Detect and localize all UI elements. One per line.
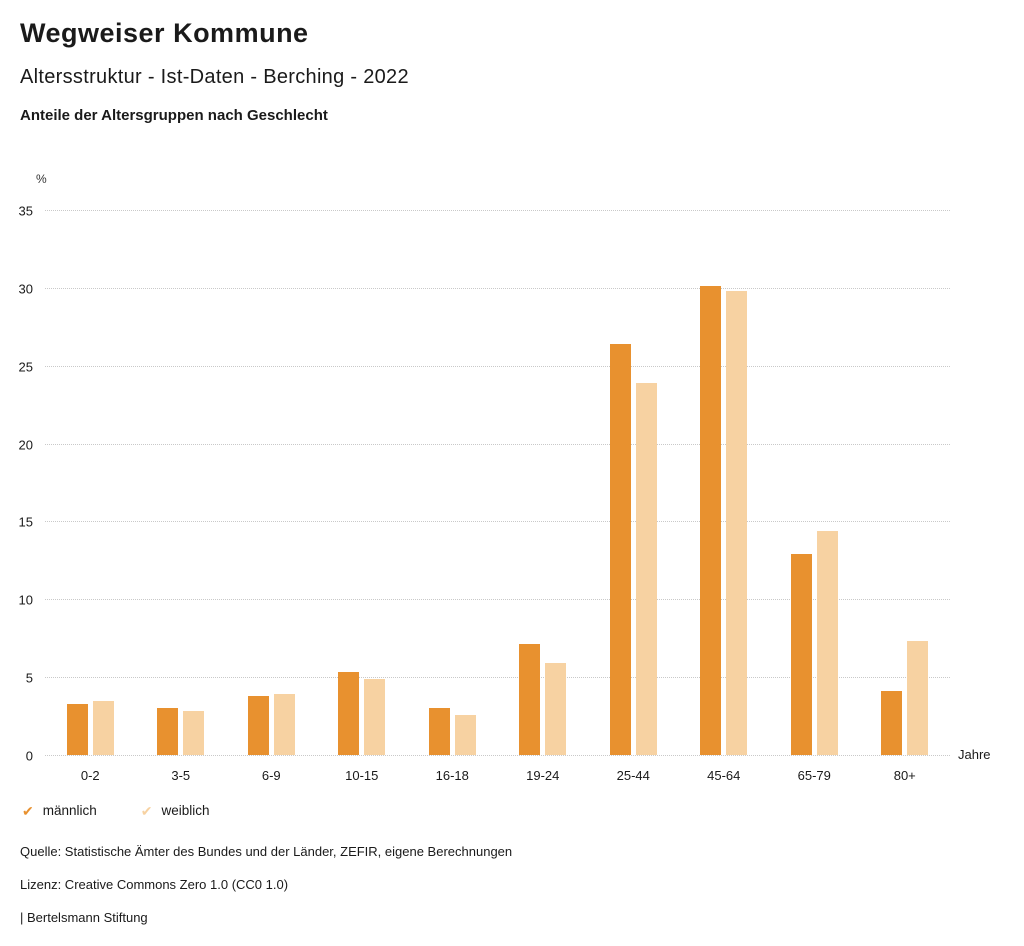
legend-item-weiblich[interactable]: ✔ weiblich [141,803,210,818]
gridline: 5 [26,671,950,686]
footer: Quelle: Statistische Ämter des Bundes un… [20,844,512,925]
bar-group: 19-24 [498,210,589,783]
bar-männlich[interactable] [338,672,360,755]
bar-männlich[interactable] [66,703,88,755]
bar-group: 3-5 [136,210,227,783]
gridline: 35 [19,204,950,219]
x-tick-label: 80+ [893,768,916,783]
bar-weiblich[interactable] [816,530,838,755]
gridline: 30 [19,281,950,296]
chart-subtitle: Altersstruktur - Ist-Daten - Berching - … [20,66,409,88]
y-tick-label: 25 [18,359,33,375]
plot-area: 0 5 10 15 20 25 30 35 0-2 3-5 6-9 10-15 16-18 19-24 25… [19,204,951,783]
bar-weiblich[interactable] [454,714,476,755]
bar-group: 6-9 [226,210,317,783]
y-tick-label: 20 [18,437,33,453]
chart-subsubtitle: Anteile der Altersgruppen nach Geschlech… [20,107,328,124]
x-tick-label: 25-44 [616,768,650,783]
bar-weiblich[interactable] [907,641,929,755]
bar-group: 45-64 [679,210,770,783]
bar-männlich[interactable] [428,708,450,755]
brand-text: | Bertelsmann Stiftung [20,910,148,925]
bar-group: 10-15 [317,210,408,783]
bar-männlich[interactable] [247,695,269,755]
x-tick-label: 16-18 [435,768,469,783]
bar-männlich[interactable] [700,286,722,755]
bar-männlich[interactable] [790,554,812,755]
legend-label: weiblich [161,803,210,818]
x-axis-unit-label: Jahre [958,747,991,762]
y-tick-label: 15 [18,514,33,530]
bar-weiblich[interactable] [545,663,567,755]
bar-group: 65-79 [769,210,860,783]
bar-weiblich[interactable] [364,678,386,755]
x-tick-label: 3-5 [171,768,191,783]
check-icon: ✔ [140,802,153,819]
legend-item-männlich[interactable]: ✔ männlich [22,803,97,818]
gridline: 15 [19,515,950,530]
legend-label: männlich [42,803,97,818]
bar-männlich[interactable] [157,708,179,755]
y-tick-label: 30 [18,281,33,297]
x-tick-label: 19-24 [526,768,560,783]
header: Wegweiser Kommune Altersstruktur - Ist-D… [20,18,409,124]
gridline: 20 [19,437,950,452]
check-icon: ✔ [22,802,34,819]
license-text: Lizenz: Creative Commons Zero 1.0 (CC0 1… [20,877,289,892]
bar-männlich[interactable] [881,691,903,755]
page-title: Wegweiser Kommune [20,18,309,48]
x-tick-label: 45-64 [707,768,741,783]
x-tick-label: 6-9 [261,768,281,783]
bar-group: 25-44 [588,210,679,783]
bar-group: 16-18 [407,210,498,783]
y-tick-label: 10 [18,592,33,608]
bar-weiblich[interactable] [92,700,114,755]
bar-group: 80+ [860,210,951,783]
y-axis-unit-label: % [36,172,47,186]
bar-männlich[interactable] [519,644,541,755]
bar-weiblich[interactable] [273,694,295,755]
legend: ✔ männlich ✔ weiblich [22,803,210,818]
y-tick-label: 0 [25,748,33,764]
gridline: 25 [19,359,950,374]
bar-weiblich[interactable] [635,382,657,755]
x-tick-label: 10-15 [345,768,379,783]
y-tick-label: 5 [25,670,33,686]
source-text: Quelle: Statistische Ämter des Bundes un… [20,844,513,859]
bar-group: 0-2 [45,210,136,783]
bar-weiblich[interactable] [183,711,205,755]
bar-groups: 0-2 3-5 6-9 10-15 16-18 19-24 25-44 45-64 65-79 8… [45,210,951,783]
gridline: 10 [19,593,950,608]
y-tick-label: 35 [18,203,33,219]
gridline: 0 [26,749,950,764]
bar-männlich[interactable] [609,343,631,755]
x-tick-label: 65-79 [797,768,831,783]
bar-weiblich[interactable] [726,290,748,755]
x-tick-label: 0-2 [80,768,100,783]
